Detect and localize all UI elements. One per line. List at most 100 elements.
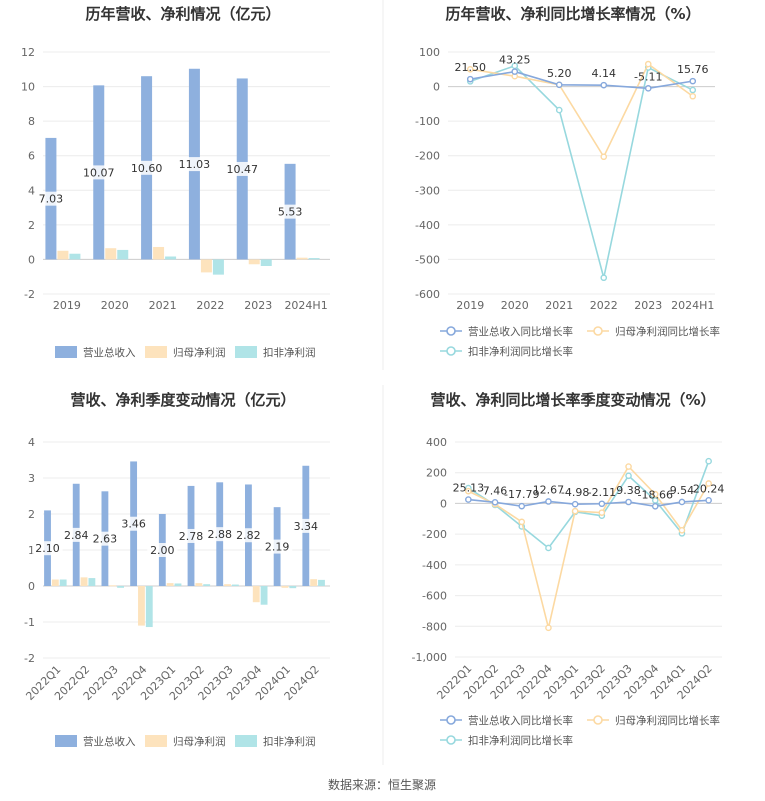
x-tick-label: 2024H1 — [671, 299, 714, 312]
data-label-bg — [204, 527, 235, 542]
y-tick-label: 2 — [28, 508, 35, 521]
data-label: 25.13 — [453, 482, 485, 495]
x-tick-label: 2020 — [101, 299, 129, 312]
line-营业总收入同比增长率 — [470, 70, 693, 90]
legend-label: 扣非净利润同比增长率 — [468, 734, 573, 747]
legend-label: 归母净利润 — [173, 346, 226, 359]
point-营业总收入同比增长率 — [518, 502, 526, 510]
data-label: 9.38 — [616, 484, 641, 497]
y-tick-label: 4 — [28, 436, 35, 449]
y-tick-label: 6 — [28, 150, 35, 163]
bar-归母净利润 — [109, 585, 117, 587]
x-tick-label: 2022 — [590, 299, 618, 312]
bar-扣非净利润 — [318, 579, 325, 586]
data-label: -2.11 — [588, 486, 616, 499]
data-label: 7.46 — [483, 484, 508, 497]
legend-label: 扣非净利润同比增长率 — [468, 345, 573, 358]
y-tick-label: -400 — [422, 559, 447, 572]
y-tick-label: -300 — [415, 184, 440, 197]
data-label-bg — [128, 160, 166, 175]
point-扣非净利润同比增长率 — [600, 274, 608, 282]
data-label-bg — [175, 157, 213, 172]
y-tick-label: 2 — [28, 219, 35, 232]
chart-title-3: 营收、净利季度变动情况（亿元） — [70, 391, 295, 409]
y-tick-label: 200 — [426, 467, 447, 480]
point-营业总收入同比增长率 — [555, 81, 563, 89]
point-营业总收入同比增长率 — [545, 498, 552, 505]
data-label-bg — [32, 541, 63, 556]
point-归母净利润同比增长率 — [600, 153, 608, 161]
legend-label: 归母净利润同比增长率 — [615, 325, 720, 338]
chart-title-2: 历年营收、净利同比增长率情况（%） — [445, 5, 700, 23]
x-tick-label: 2023 — [244, 299, 272, 312]
y-tick-label: 0 — [28, 253, 35, 266]
point-营业总收入同比增长率 — [705, 497, 712, 504]
point-归母净利润同比增长率 — [518, 518, 526, 526]
point-归母净利润同比增长率 — [465, 487, 472, 495]
y-tick-label: -500 — [415, 253, 440, 266]
data-label: 10.47 — [227, 163, 259, 176]
point-营业总收入同比增长率 — [511, 68, 519, 75]
data-label-bg — [274, 204, 306, 219]
x-tick-label: 2021 — [545, 299, 573, 312]
point-归母净利润同比增长率 — [571, 507, 579, 515]
data-label: 10.07 — [83, 166, 115, 179]
bar-扣非净利润 — [289, 586, 297, 589]
y-tick-label: 0 — [433, 81, 440, 94]
bar-归母净利润 — [224, 584, 231, 586]
line-归母净利润同比增长率 — [467, 465, 710, 629]
data-label: -5.11 — [634, 70, 662, 83]
data-label-bg — [61, 527, 92, 542]
data-label-bg — [175, 528, 207, 543]
y-tick-label: 0 — [440, 497, 447, 510]
y-tick-label: -1 — [24, 616, 35, 629]
data-label: 3.46 — [121, 518, 146, 531]
data-label: 5.53 — [278, 206, 303, 219]
data-label: 2.84 — [64, 529, 89, 542]
legend-swatch — [145, 735, 167, 747]
point-扣非净利润同比增长率 — [689, 86, 697, 94]
bar-归母净利润 — [166, 583, 174, 586]
data-label-bg — [147, 543, 178, 557]
legend-label: 营业总收入同比增长率 — [468, 714, 573, 727]
x-tick-label: 2024H1 — [284, 299, 327, 312]
y-tick-label: -1,000 — [412, 651, 447, 664]
data-label: 2.88 — [207, 528, 232, 541]
x-tick-label: 2020 — [501, 299, 529, 312]
data-label: 7.03 — [39, 193, 64, 206]
data-label: 5.20 — [547, 67, 572, 80]
point-营业总收入同比增长率 — [600, 81, 608, 89]
point-营业总收入同比增长率 — [644, 85, 652, 92]
y-tick-label: 10 — [21, 81, 35, 94]
y-tick-label: 400 — [426, 436, 447, 449]
point-扣非净利润同比增长率 — [545, 544, 552, 552]
legend-marker — [593, 715, 603, 725]
legend-marker — [593, 326, 603, 336]
x-tick-label: 2022 — [196, 299, 224, 312]
y-tick-label: -400 — [415, 219, 440, 232]
point-营业总收入同比增长率 — [678, 498, 686, 506]
data-label: 9.54 — [670, 484, 695, 497]
bar-扣非净利润 — [59, 579, 67, 586]
x-tick-label: 2019 — [456, 299, 484, 312]
data-label: -18.66 — [638, 488, 673, 501]
data-label: 2.00 — [150, 544, 175, 557]
point-营业总收入同比增长率 — [598, 500, 606, 508]
point-营业总收入同比增长率 — [625, 498, 632, 506]
bar-归母净利润 — [296, 257, 308, 260]
bar-扣非净利润 — [165, 256, 177, 260]
data-label: 20.24 — [693, 482, 725, 495]
data-label: 43.25 — [499, 54, 531, 67]
data-label: 21.50 — [455, 61, 487, 74]
line-营业总收入同比增长率 — [468, 498, 709, 508]
point-归母净利润同比增长率 — [545, 624, 552, 632]
point-归母净利润同比增长率 — [651, 490, 659, 498]
point-扣非净利润同比增长率 — [651, 497, 659, 504]
legend-swatch — [235, 735, 257, 747]
y-tick-label: 100 — [419, 46, 440, 59]
bar-扣非净利润 — [117, 249, 129, 260]
data-label-bg — [233, 528, 264, 543]
point-归母净利润同比增长率 — [678, 527, 686, 534]
legend-label: 营业总收入 — [83, 346, 136, 359]
